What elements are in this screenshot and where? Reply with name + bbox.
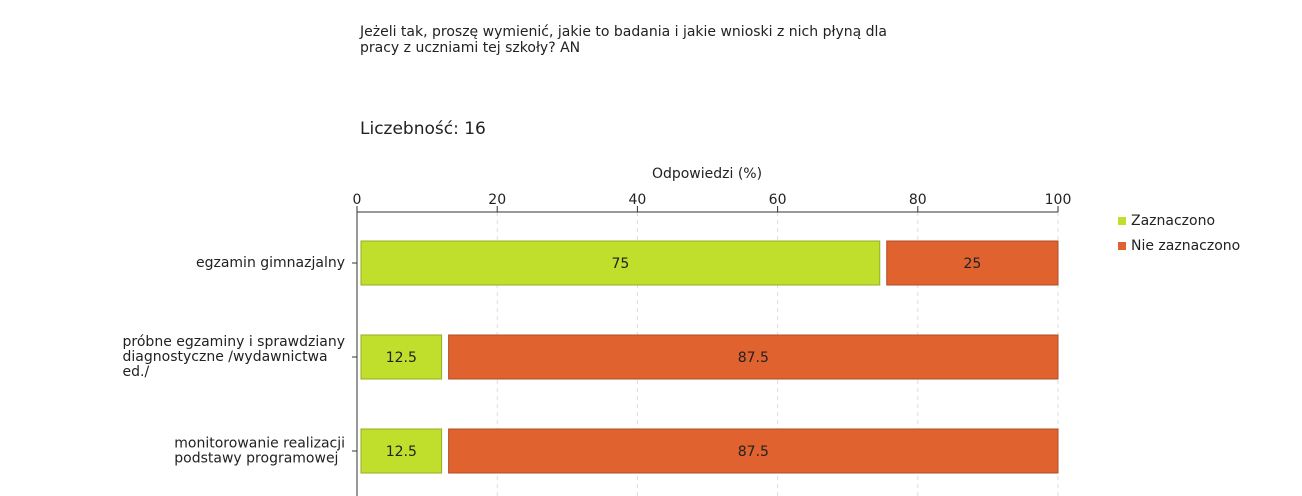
legend-swatch xyxy=(1118,217,1126,225)
x-tick-label: 60 xyxy=(769,192,787,208)
chart-title: pracy z uczniami tej szkoły? AN xyxy=(360,40,580,56)
bar xyxy=(886,240,1059,286)
bar xyxy=(360,428,443,474)
x-tick-label: 20 xyxy=(488,192,506,208)
value-label: 12.5 xyxy=(386,350,417,366)
y-tick-label: próbne egzaminy i sprawdziany diagnostycz… xyxy=(123,334,345,380)
value-label: 12.5 xyxy=(386,444,417,460)
x-tick-label: 100 xyxy=(1045,192,1072,208)
bar xyxy=(360,334,443,380)
x-tick-label: 80 xyxy=(909,192,927,208)
value-label: 87.5 xyxy=(738,350,769,366)
x-tick-label: 40 xyxy=(628,192,646,208)
chart-title: Jeżeli tak, proszę wymienić, jakie to ba… xyxy=(359,24,887,40)
x-axis-label: Odpowiedzi (%) xyxy=(652,166,762,182)
x-tick-label: 0 xyxy=(353,192,362,208)
value-label: 25 xyxy=(963,256,981,272)
y-tick-label: egzamin gimnazjalny xyxy=(196,255,345,271)
legend-label: Zaznaczono xyxy=(1131,213,1215,229)
bar xyxy=(360,240,881,286)
subtitle: Liczebność: 16 xyxy=(360,119,486,139)
value-label: 87.5 xyxy=(738,444,769,460)
value-label: 75 xyxy=(611,256,629,272)
legend-swatch xyxy=(1118,242,1126,250)
bar xyxy=(448,428,1059,474)
bar xyxy=(448,334,1059,380)
y-tick-label: monitorowanie realizacji podstawy program… xyxy=(174,436,345,467)
legend-label: Nie zaznaczono xyxy=(1131,238,1240,254)
